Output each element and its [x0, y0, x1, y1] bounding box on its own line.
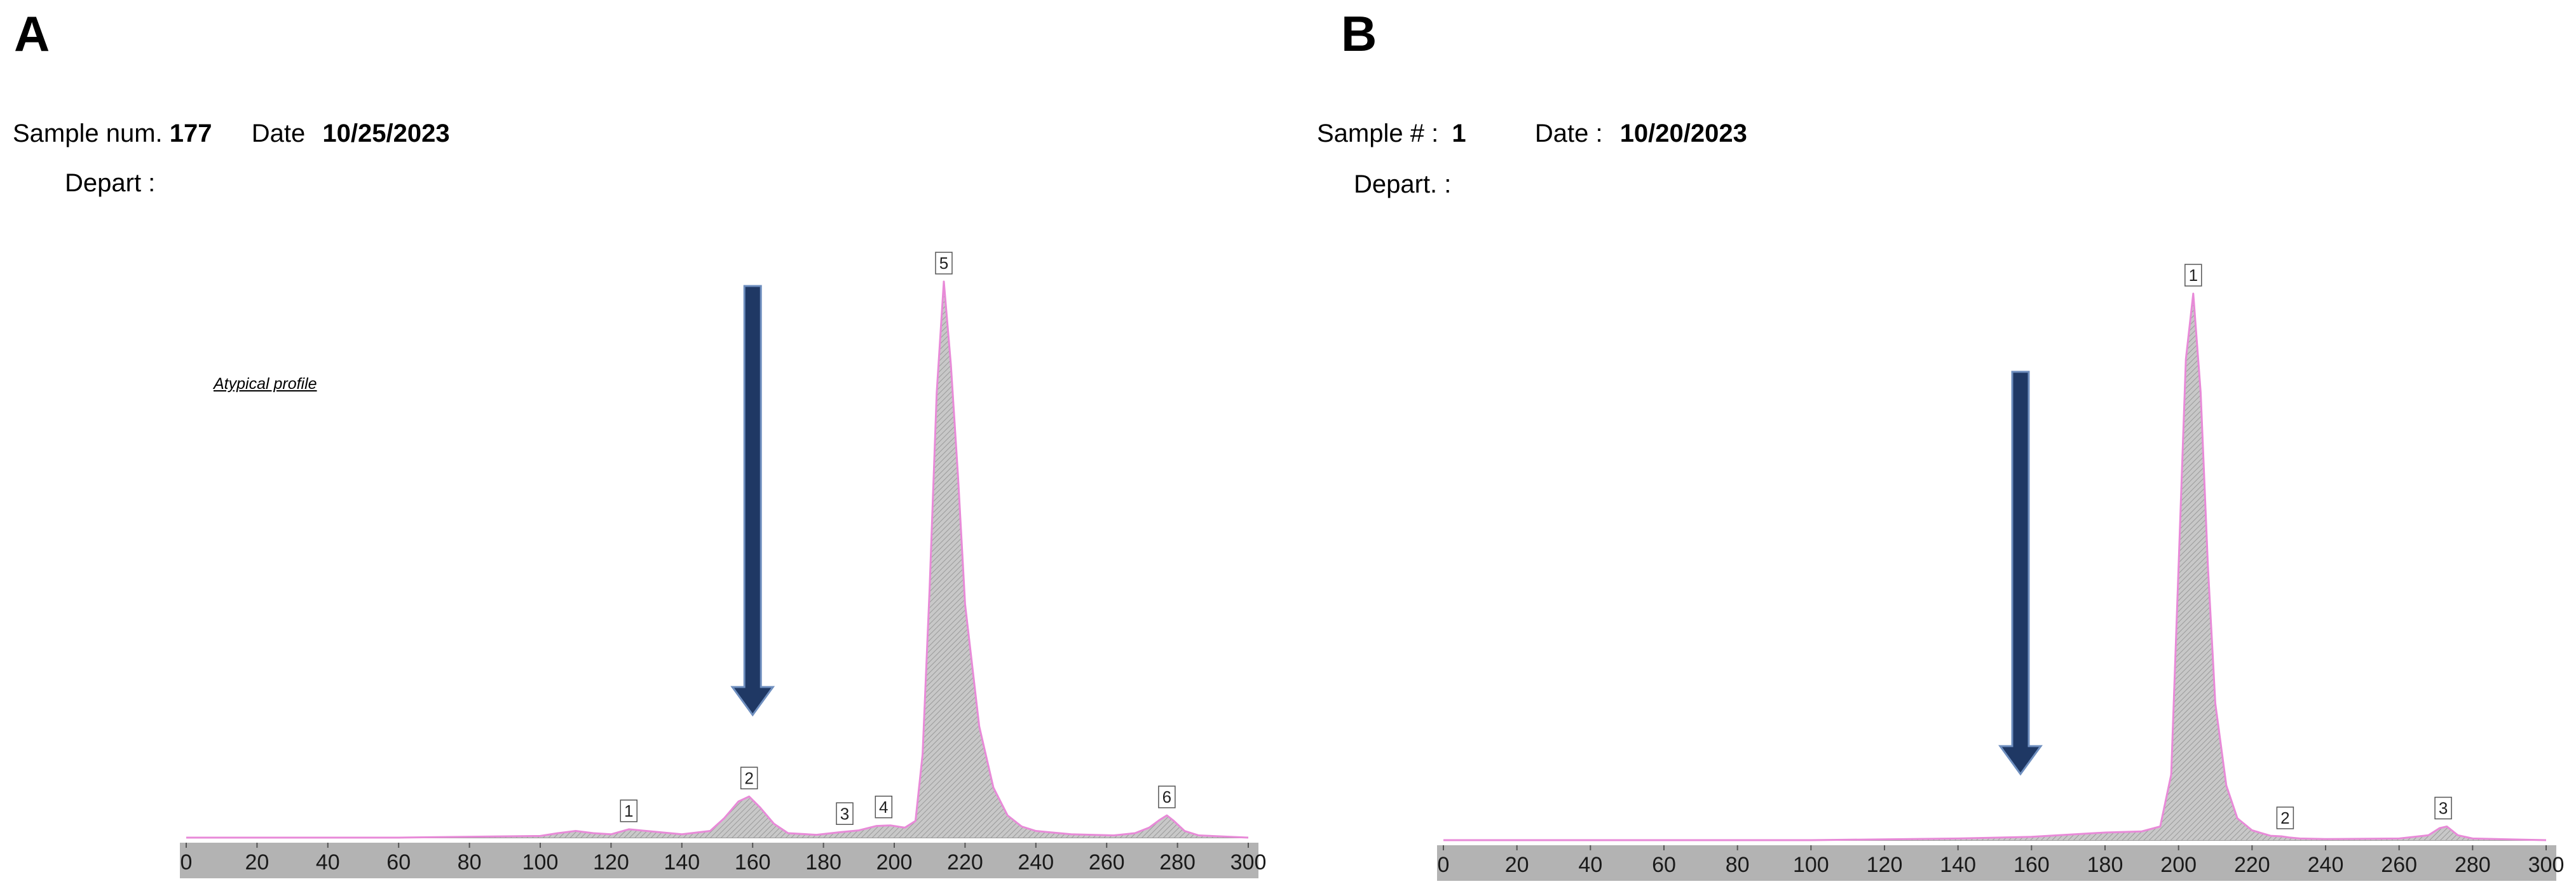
x-tick-label: 300 — [1230, 850, 1267, 874]
peak-label-text: 3 — [2439, 799, 2448, 818]
peak-label-text: 1 — [2189, 266, 2198, 285]
x-tick-label: 160 — [2014, 853, 2050, 877]
depart-label: Depart. : — [1354, 170, 1452, 198]
sample-info: Sample # : 1 Date : 10/20/2023 — [1317, 119, 1747, 148]
peak-label-text: 2 — [744, 768, 753, 787]
x-tick-label: 140 — [1940, 853, 1976, 877]
x-tick-label: 60 — [1652, 853, 1676, 877]
x-tick-label: 0 — [1438, 853, 1450, 877]
x-tick-label: 220 — [947, 850, 983, 874]
date-label: Date : — [1534, 119, 1603, 147]
x-tick-label: 100 — [1793, 853, 1829, 877]
peak-label-3: 3 — [2434, 796, 2452, 820]
x-tick-label: 180 — [805, 850, 842, 874]
peak-label-text: 3 — [840, 804, 849, 823]
x-tick-label: 300 — [2528, 853, 2565, 877]
peak-label-text: 2 — [2280, 808, 2289, 827]
x-tick-label: 240 — [1018, 850, 1054, 874]
x-tick-label: 200 — [876, 850, 913, 874]
date-value: 10/25/2023 — [322, 119, 450, 147]
x-tick-label: 80 — [1726, 853, 1750, 877]
panel-b: B Sample # : 1 Date : 10/20/2023 Depart.… — [1290, 0, 2576, 891]
sample-info: Sample num. 177 Date 10/25/2023 — [13, 119, 450, 148]
x-axis-bar — [1437, 845, 2556, 881]
x-tick-label: 20 — [245, 850, 269, 874]
sample-value: 1 — [1452, 119, 1466, 147]
x-tick-label: 120 — [593, 850, 629, 874]
panel-a: A Sample num. 177 Date 10/25/2023 Depart… — [13, 6, 1267, 878]
arrow-indicator — [1998, 371, 2043, 776]
x-tick-label: 60 — [386, 850, 411, 874]
x-tick-label: 120 — [1867, 853, 1903, 877]
x-tick-label: 20 — [1505, 853, 1529, 877]
peak-label-text: 4 — [879, 798, 888, 817]
depart-label: Depart : — [65, 169, 156, 197]
x-tick-label: 220 — [2234, 853, 2270, 877]
trace-fill — [1443, 294, 2546, 840]
trace-line — [186, 280, 1249, 839]
x-tick-label: 240 — [2308, 853, 2344, 877]
x-tick-label: 40 — [316, 850, 340, 874]
peak-label-6: 6 — [1158, 786, 1176, 808]
trace-line — [1443, 292, 2547, 841]
x-tick-label: 260 — [2381, 853, 2417, 877]
sample-value: 177 — [169, 119, 212, 147]
x-tick-label: 200 — [2160, 853, 2197, 877]
electropherogram-chart-b: 0 20 40 60 80 100 120 140 160 180 200 220 240 260 280 3… — [1437, 264, 2565, 881]
x-tick-label: 100 — [522, 850, 559, 874]
x-tick-label: 280 — [1159, 850, 1196, 874]
atypical-profile-note: Atypical profile — [214, 375, 317, 393]
x-tick-label: 80 — [458, 850, 482, 874]
peak-label-2: 2 — [740, 766, 758, 789]
sample-label: Sample # : — [1317, 119, 1439, 147]
electropherogram-chart-a: 0 20 40 60 80 100 120 140 160 180 200 220 240 260 280 3… — [180, 252, 1267, 878]
peak-label-1: 1 — [2184, 264, 2202, 287]
peak-label-2: 2 — [2276, 806, 2294, 829]
x-tick-label: 280 — [2455, 853, 2491, 877]
arrow-indicator — [730, 285, 775, 717]
peak-label-text: 1 — [624, 801, 633, 820]
sample-label: Sample num. — [13, 119, 163, 147]
x-tick-label: 40 — [1578, 853, 1602, 877]
x-tick-label: 180 — [2087, 853, 2123, 877]
panel-letter: A — [14, 6, 50, 62]
x-tick-label: 140 — [664, 850, 700, 874]
date-label: Date — [251, 119, 306, 147]
peak-label-text: 5 — [939, 254, 948, 273]
peak-label-4: 4 — [875, 796, 893, 819]
trace-fill — [186, 282, 1248, 838]
date-value: 10/20/2023 — [1619, 119, 1747, 147]
peak-label-3: 3 — [836, 802, 854, 825]
peak-label-5: 5 — [935, 252, 953, 275]
x-axis-bar — [180, 843, 1258, 878]
x-tick-label: 160 — [735, 850, 771, 874]
x-tick-label: 260 — [1089, 850, 1125, 874]
peak-label-1: 1 — [620, 799, 637, 822]
panel-letter: B — [1341, 6, 1377, 62]
x-tick-label: 0 — [181, 850, 193, 874]
peak-label-text: 6 — [1162, 787, 1171, 806]
